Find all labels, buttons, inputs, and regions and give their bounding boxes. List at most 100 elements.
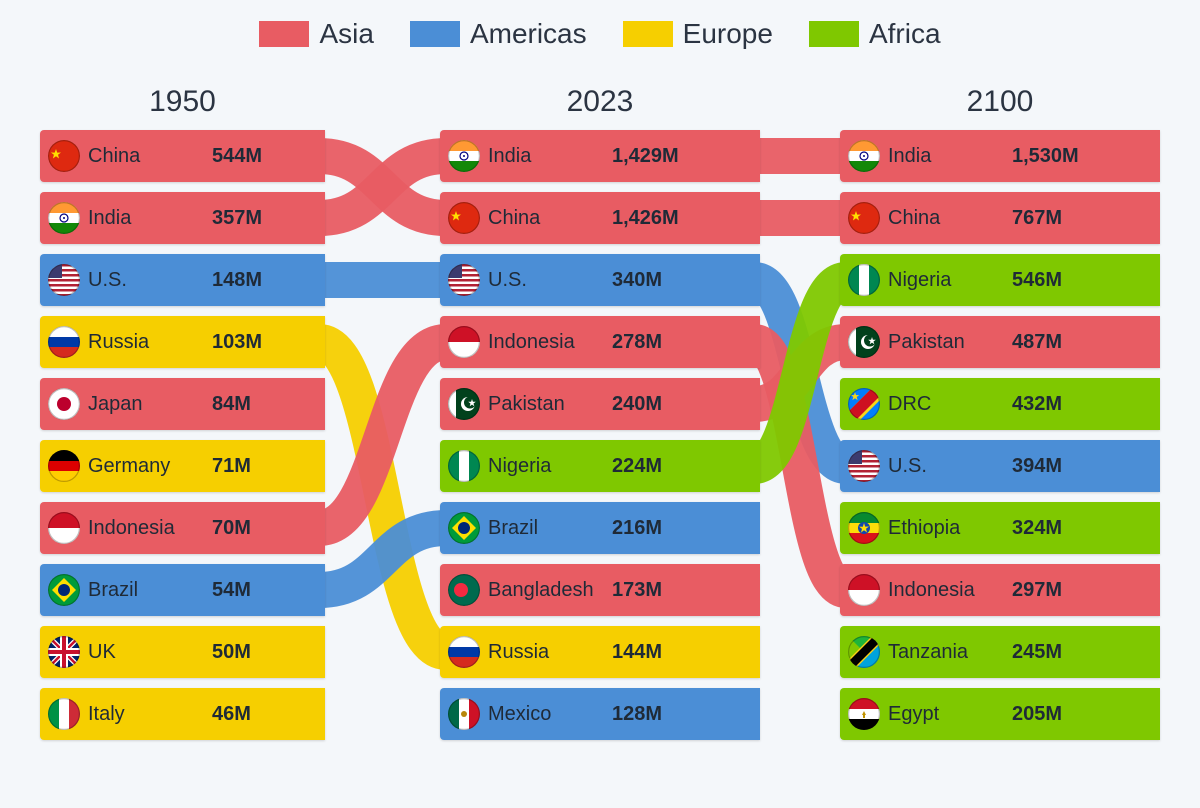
rank-bar: Egypt205M xyxy=(840,688,1160,740)
india-flag-icon xyxy=(48,202,80,234)
country-name: Germany xyxy=(88,455,208,478)
population-value: 297M xyxy=(1012,579,1062,602)
country-name: Mexico xyxy=(488,703,608,726)
country-name: India xyxy=(488,145,608,168)
rank-bar: U.S.394M xyxy=(840,440,1160,492)
nigeria-flag-icon xyxy=(848,264,880,296)
bars-layer: China544MIndia357MU.S.148MRussia103MJapa… xyxy=(0,0,1200,808)
population-value: 278M xyxy=(612,331,662,354)
rank-bar: India357M xyxy=(40,192,325,244)
population-value: 394M xyxy=(1012,455,1062,478)
indonesia-flag-icon xyxy=(848,574,880,606)
population-value: 340M xyxy=(612,269,662,292)
country-name: India xyxy=(88,207,208,230)
rank-bar: Italy46M xyxy=(40,688,325,740)
china-flag-icon xyxy=(448,202,480,234)
china-flag-icon xyxy=(848,202,880,234)
bangladesh-flag-icon xyxy=(448,574,480,606)
rank-bar: India1,530M xyxy=(840,130,1160,182)
population-ranking-chart: AsiaAmericasEuropeAfrica 195020232100 Ch… xyxy=(0,0,1200,808)
population-value: 128M xyxy=(612,703,662,726)
rank-bar: DRC432M xyxy=(840,378,1160,430)
population-value: 240M xyxy=(612,393,662,416)
rank-bar: UK50M xyxy=(40,626,325,678)
country-name: Brazil xyxy=(88,579,208,602)
population-value: 487M xyxy=(1012,331,1062,354)
country-name: U.S. xyxy=(488,269,608,292)
us-flag-icon xyxy=(848,450,880,482)
pakistan-flag-icon xyxy=(448,388,480,420)
population-value: 224M xyxy=(612,455,662,478)
country-name: DRC xyxy=(888,393,1008,416)
population-value: 1,429M xyxy=(612,145,679,168)
rank-bar: Russia144M xyxy=(440,626,760,678)
population-value: 205M xyxy=(1012,703,1062,726)
population-value: 148M xyxy=(212,269,262,292)
population-value: 103M xyxy=(212,331,262,354)
country-name: Bangladesh xyxy=(488,579,608,602)
indonesia-flag-icon xyxy=(448,326,480,358)
rank-bar: Nigeria546M xyxy=(840,254,1160,306)
rank-bar: Brazil216M xyxy=(440,502,760,554)
rank-bar: Indonesia278M xyxy=(440,316,760,368)
nigeria-flag-icon xyxy=(448,450,480,482)
country-name: Pakistan xyxy=(488,393,608,416)
country-name: Nigeria xyxy=(488,455,608,478)
country-name: India xyxy=(888,145,1008,168)
country-name: Egypt xyxy=(888,703,1008,726)
population-value: 173M xyxy=(612,579,662,602)
population-value: 84M xyxy=(212,393,251,416)
population-value: 54M xyxy=(212,579,251,602)
population-value: 245M xyxy=(1012,641,1062,664)
russia-flag-icon xyxy=(448,636,480,668)
rank-bar: Germany71M xyxy=(40,440,325,492)
country-name: China xyxy=(888,207,1008,230)
rank-bar: Brazil54M xyxy=(40,564,325,616)
country-name: Pakistan xyxy=(888,331,1008,354)
rank-bar: Russia103M xyxy=(40,316,325,368)
brazil-flag-icon xyxy=(48,574,80,606)
us-flag-icon xyxy=(48,264,80,296)
japan-flag-icon xyxy=(48,388,80,420)
china-flag-icon xyxy=(48,140,80,172)
population-value: 71M xyxy=(212,455,251,478)
india-flag-icon xyxy=(848,140,880,172)
drc-flag-icon xyxy=(848,388,880,420)
population-value: 432M xyxy=(1012,393,1062,416)
rank-bar: Tanzania245M xyxy=(840,626,1160,678)
population-value: 144M xyxy=(612,641,662,664)
country-name: UK xyxy=(88,641,208,664)
population-value: 50M xyxy=(212,641,251,664)
italy-flag-icon xyxy=(48,698,80,730)
rank-bar: Indonesia297M xyxy=(840,564,1160,616)
rank-bar: Nigeria224M xyxy=(440,440,760,492)
country-name: Tanzania xyxy=(888,641,1008,664)
rank-bar: Pakistan240M xyxy=(440,378,760,430)
population-value: 1,530M xyxy=(1012,145,1079,168)
ethiopia-flag-icon xyxy=(848,512,880,544)
rank-bar: Pakistan487M xyxy=(840,316,1160,368)
country-name: Indonesia xyxy=(88,517,208,540)
population-value: 767M xyxy=(1012,207,1062,230)
rank-bar: U.S.340M xyxy=(440,254,760,306)
rank-bar: Mexico128M xyxy=(440,688,760,740)
country-name: Japan xyxy=(88,393,208,416)
tanzania-flag-icon xyxy=(848,636,880,668)
us-flag-icon xyxy=(448,264,480,296)
rank-bar: India1,429M xyxy=(440,130,760,182)
country-name: Indonesia xyxy=(488,331,608,354)
population-value: 544M xyxy=(212,145,262,168)
country-name: Russia xyxy=(488,641,608,664)
population-value: 324M xyxy=(1012,517,1062,540)
germany-flag-icon xyxy=(48,450,80,482)
rank-bar: U.S.148M xyxy=(40,254,325,306)
russia-flag-icon xyxy=(48,326,80,358)
country-name: Russia xyxy=(88,331,208,354)
country-name: U.S. xyxy=(888,455,1008,478)
rank-bar: Japan84M xyxy=(40,378,325,430)
indonesia-flag-icon xyxy=(48,512,80,544)
brazil-flag-icon xyxy=(448,512,480,544)
country-name: Ethiopia xyxy=(888,517,1008,540)
pakistan-flag-icon xyxy=(848,326,880,358)
rank-bar: Bangladesh173M xyxy=(440,564,760,616)
